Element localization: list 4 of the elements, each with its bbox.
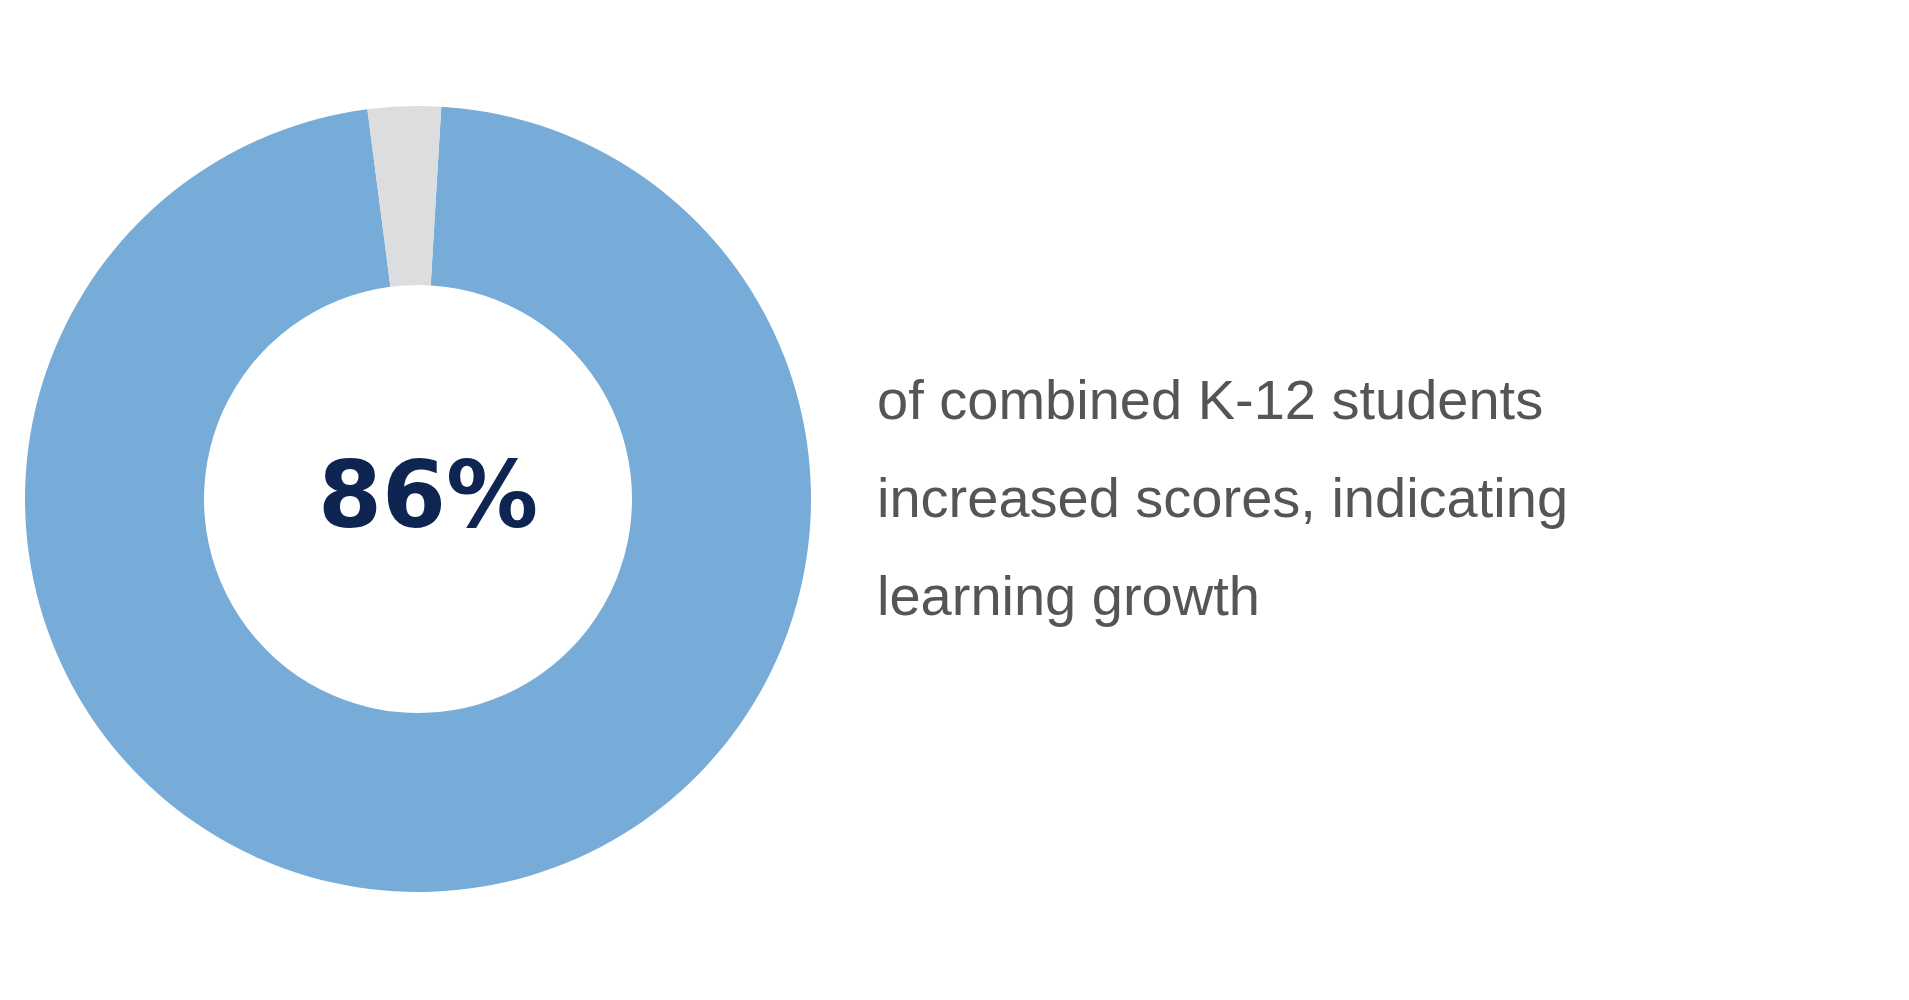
donut-slice: [25, 106, 811, 892]
text: of combined K-12 students increased scores, indicating learning growth: [877, 368, 1569, 627]
donut-slice: [367, 106, 442, 287]
text: 86%: [317, 442, 539, 549]
